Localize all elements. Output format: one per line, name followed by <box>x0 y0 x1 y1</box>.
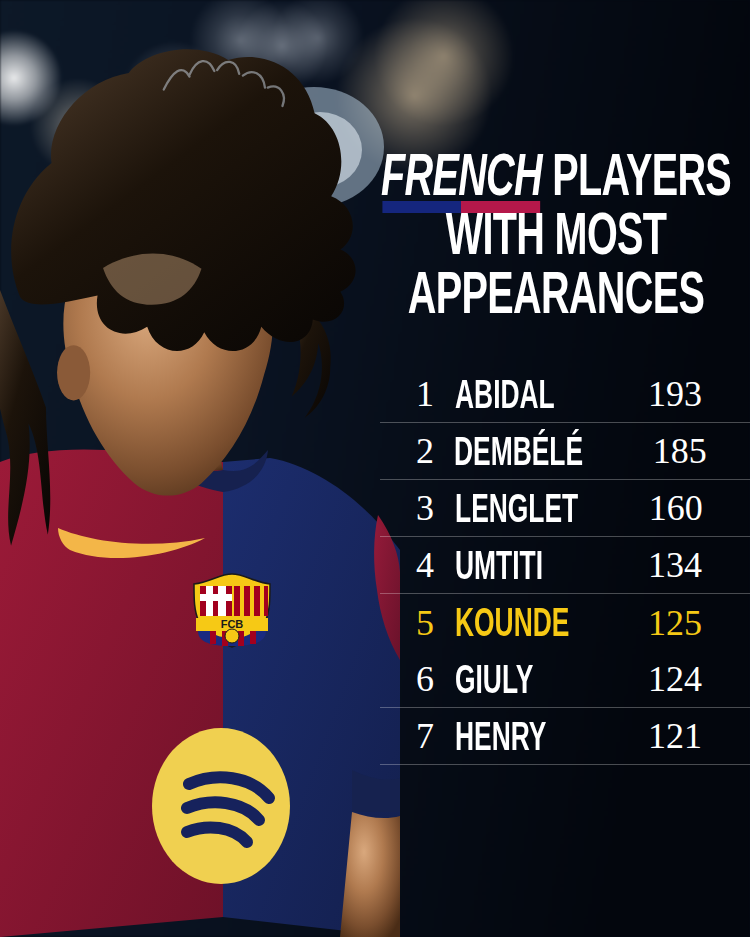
svg-text:FCB: FCB <box>221 618 244 630</box>
